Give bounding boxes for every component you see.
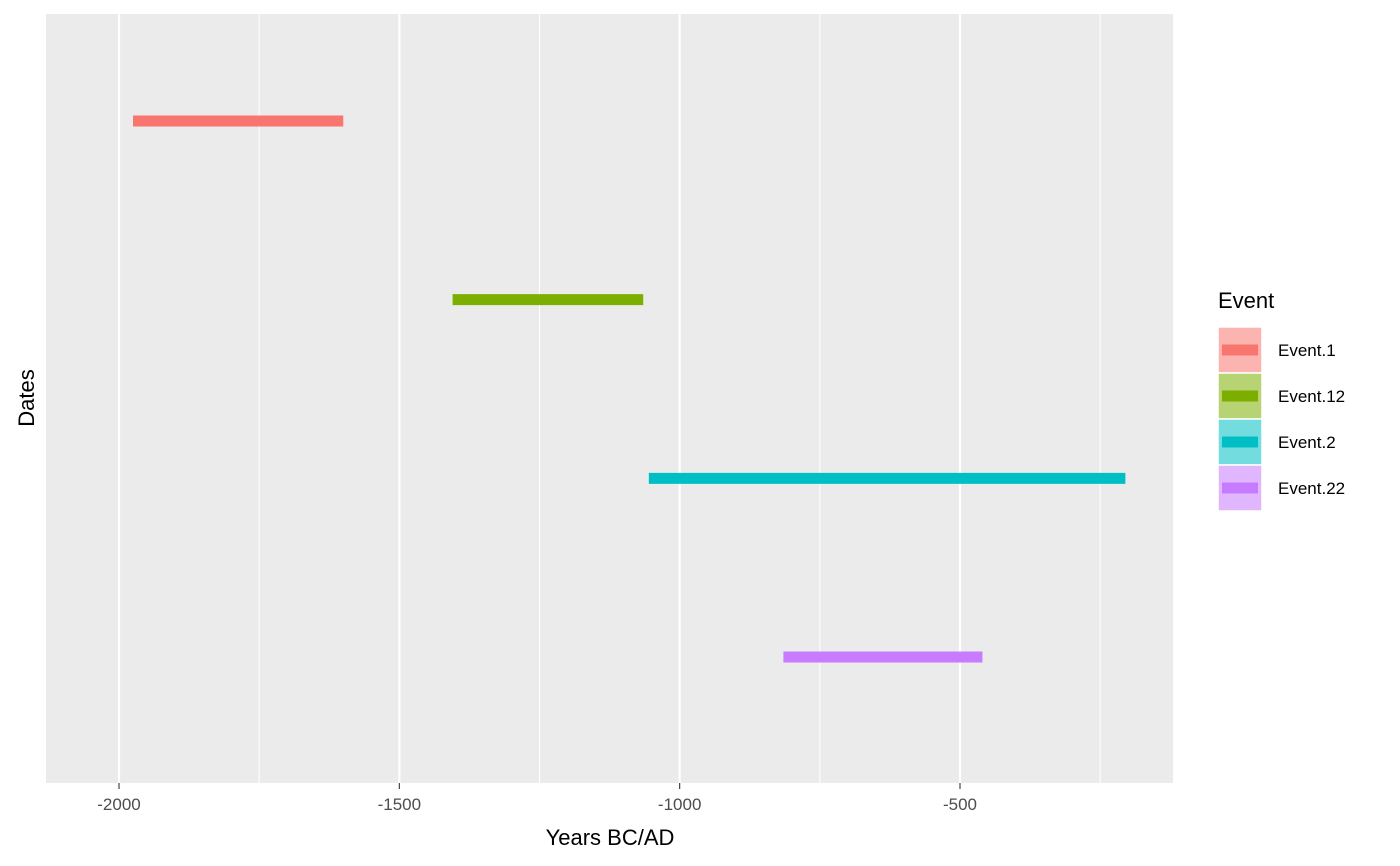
legend-keys: Event.1 Event.12 Event.2 Event.22 — [1217, 326, 1345, 512]
y-axis-title: Dates — [14, 369, 39, 426]
legend-label: Event.1 — [1278, 341, 1336, 360]
legend-title: Event — [1218, 288, 1274, 313]
grid-lines — [117, 14, 1101, 783]
plot-panel — [46, 14, 1173, 783]
legend: Event Event.1 Event.12 Event.2 Event.22 — [1217, 288, 1345, 512]
legend-label: Event.22 — [1278, 479, 1345, 498]
x-tick-label: -500 — [943, 795, 977, 814]
x-axis-title: Years BC/AD — [546, 825, 675, 850]
x-tick-label: -1000 — [658, 795, 701, 814]
x-axis-ticks: -2000 -1500 -1000 -500 — [97, 783, 977, 814]
x-tick-label: -1500 — [378, 795, 421, 814]
legend-label: Event.12 — [1278, 387, 1345, 406]
x-tick-label: -2000 — [97, 795, 140, 814]
event-bars — [133, 115, 1126, 663]
legend-label: Event.2 — [1278, 433, 1336, 452]
